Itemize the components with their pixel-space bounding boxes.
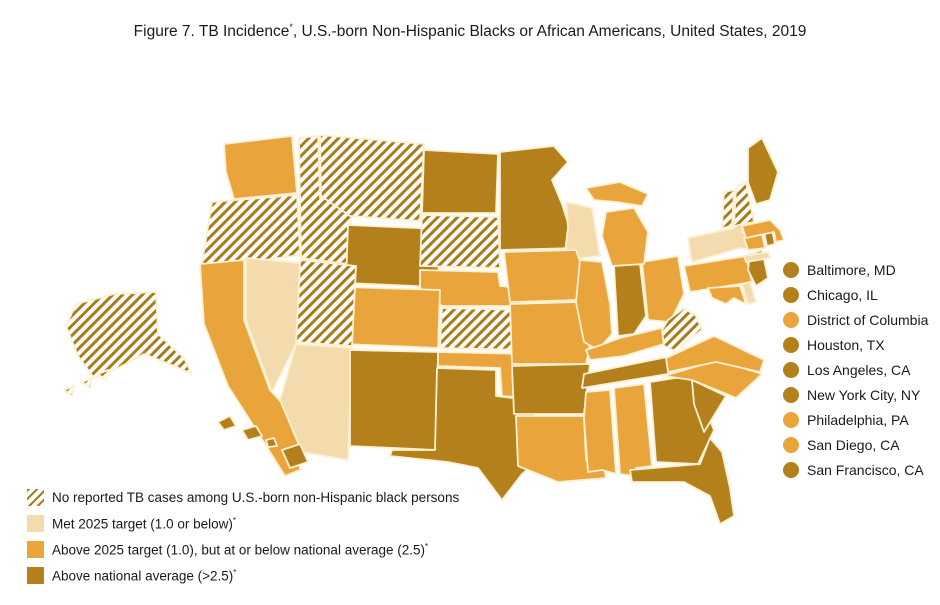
state-il	[575, 259, 613, 351]
state-va	[665, 335, 765, 373]
state-ak	[97, 369, 109, 381]
legend-label-text: No reported TB cases among U.S.-born non…	[52, 490, 460, 505]
city-legend-item: Los Angeles, CA	[783, 357, 928, 382]
figure-title-suffix: , U.S.-born Non-Hispanic Blacks or Afric…	[292, 23, 807, 41]
city-category-dot	[783, 261, 799, 278]
city-legend-item: Philadelphia, PA	[783, 407, 928, 432]
state-ar	[511, 363, 591, 415]
state-wv	[661, 307, 703, 353]
city-label: San Francisco, CA	[807, 461, 924, 478]
state-ca	[199, 259, 301, 477]
state-al	[613, 383, 653, 477]
state-hi	[217, 415, 237, 431]
city-legend-item: Houston, TX	[783, 332, 928, 357]
city-label: District of Columbia	[807, 311, 929, 328]
state-nm	[349, 349, 439, 451]
city-legend-item: District of Columbia	[783, 307, 928, 332]
city-label: Chicago, IL	[807, 286, 878, 303]
state-nv	[245, 257, 301, 393]
state-co	[343, 286, 441, 349]
state-ak	[81, 377, 93, 389]
state-de	[741, 281, 757, 305]
state-vt	[721, 189, 735, 229]
state-oh	[641, 255, 685, 323]
hatched-swatch	[27, 489, 44, 506]
state-mi	[601, 207, 649, 267]
color-swatch	[27, 541, 44, 558]
city-category-dot	[783, 461, 799, 478]
state-hi	[281, 443, 309, 469]
city-category-dot	[783, 386, 799, 403]
state-md	[707, 285, 747, 305]
city-label: Philadelphia, PA	[807, 411, 909, 428]
state-or	[201, 194, 301, 265]
city-legend-item: Baltimore, MD	[783, 257, 928, 282]
color-swatch	[27, 567, 44, 584]
us-choropleth-map	[50, 88, 812, 532]
figure-title: Figure 7. TB Incidence*, U.S.-born Non-H…	[0, 22, 940, 41]
legend-label: Above 2025 target (1.0), but at or below…	[52, 542, 428, 558]
state-sc	[691, 379, 727, 433]
legend-item-none: No reported TB cases among U.S.-born non…	[27, 489, 459, 506]
state-ma	[741, 219, 785, 243]
state-wa	[223, 135, 298, 200]
state-tx	[389, 367, 541, 501]
state-mn	[499, 145, 577, 251]
state-pa	[683, 255, 753, 293]
legend-label-text: Above national average (>2.5)	[52, 568, 234, 584]
state-sd	[419, 214, 501, 269]
legend-label: No reported TB cases among U.S.-born non…	[52, 490, 459, 505]
legend-label-asterisk: *	[424, 541, 429, 551]
state-hi	[241, 425, 263, 441]
legend-label-text: Above 2025 target (1.0), but at or below…	[52, 542, 425, 558]
state-mt	[319, 134, 425, 222]
state-az	[279, 343, 353, 461]
state-ny	[743, 251, 771, 263]
state-nh	[733, 181, 755, 227]
legend-label-asterisk: *	[232, 515, 236, 525]
legend-label: Met 2025 target (1.0 or below)*	[52, 516, 236, 532]
city-legend-item: Chicago, IL	[783, 282, 928, 307]
city-category-dot	[783, 411, 799, 428]
state-ia	[503, 249, 585, 303]
city-legend: Baltimore, MD Chicago, IL District of Colu…	[783, 257, 928, 482]
city-label: Houston, TX	[807, 336, 885, 353]
state-fl	[629, 437, 735, 525]
legend-label-asterisk: *	[233, 567, 237, 577]
legend-item-met: Met 2025 target (1.0 or below)*	[27, 515, 459, 532]
legend-item-above_avg: Above national average (>2.5)*	[27, 567, 459, 584]
figure-title-asterisk: *	[289, 22, 293, 32]
city-legend-item: San Diego, CA	[783, 432, 928, 457]
category-legend: No reported TB cases among U.S.-born non…	[27, 489, 459, 593]
legend-label-text: Met 2025 target (1.0 or below)	[52, 516, 233, 532]
state-me	[747, 137, 779, 205]
city-category-dot	[783, 336, 799, 353]
city-category-dot	[783, 436, 799, 453]
figure-title-prefix: Figure 7. TB Incidence	[133, 23, 290, 41]
city-label: Baltimore, MD	[807, 261, 896, 278]
state-hi	[265, 437, 278, 448]
city-category-dot	[783, 311, 799, 328]
state-ak	[65, 291, 193, 379]
state-wi	[563, 201, 601, 261]
city-label: San Diego, CA	[807, 436, 900, 453]
color-swatch	[27, 515, 44, 532]
city-category-dot	[783, 361, 799, 378]
state-ut	[295, 259, 357, 347]
city-label: New York City, NY	[807, 386, 921, 403]
state-nd	[421, 149, 499, 214]
city-legend-item: San Francisco, CA	[783, 457, 928, 482]
city-legend-item: New York City, NY	[783, 382, 928, 407]
state-ak	[63, 385, 75, 397]
us-map	[63, 134, 785, 525]
city-category-dot	[783, 286, 799, 303]
state-mi	[585, 181, 649, 207]
city-label: Los Angeles, CA	[807, 361, 911, 378]
legend-item-above_target: Above 2025 target (1.0), but at or below…	[27, 541, 459, 558]
state-in	[613, 263, 647, 337]
state-ms	[583, 389, 617, 475]
legend-label: Above national average (>2.5)*	[52, 568, 236, 584]
